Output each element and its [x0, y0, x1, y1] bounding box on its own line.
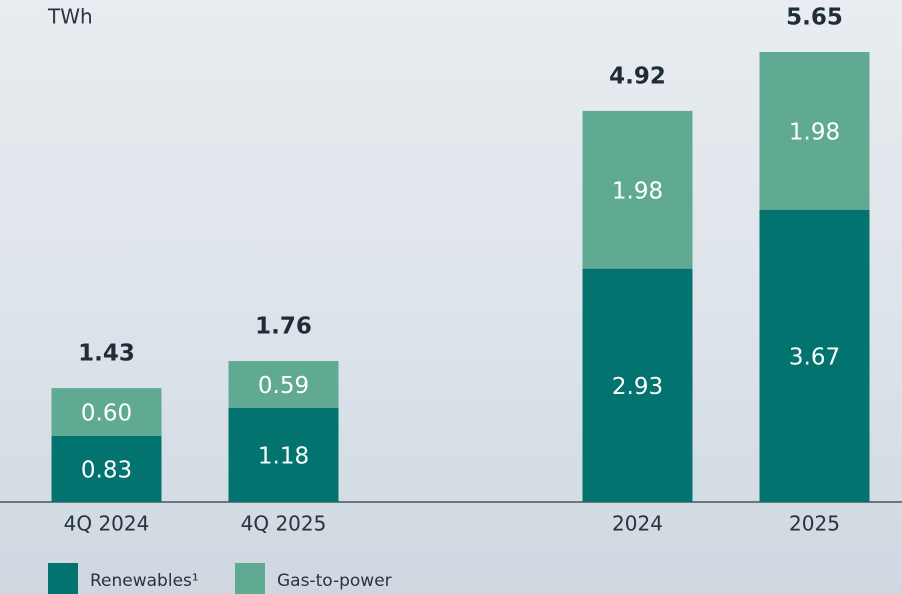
value-label: 0.59 — [258, 373, 309, 399]
bar-segment — [759, 209, 870, 503]
value-label: 1.98 — [612, 178, 663, 204]
value-label: 1.18 — [258, 444, 309, 470]
bar-segment — [51, 435, 162, 502]
bar-segment — [582, 110, 693, 269]
total-label: 1.43 — [78, 341, 135, 367]
bar-segment — [582, 268, 693, 502]
x-tick-label: 4Q 2024 — [64, 512, 150, 536]
total-label: 4.92 — [609, 63, 666, 89]
bar-segment — [51, 388, 162, 436]
total-label: 1.76 — [255, 314, 312, 340]
value-label: 2.93 — [612, 374, 663, 400]
bar-segment — [228, 408, 339, 502]
x-tick-label: 2025 — [789, 512, 840, 536]
unit-label: TWh — [47, 5, 93, 29]
x-tick-label: 4Q 2025 — [241, 512, 327, 536]
total-label: 5.65 — [786, 5, 843, 31]
value-label: 0.60 — [81, 401, 132, 427]
legend-label: Renewables¹ — [90, 571, 199, 591]
bar-segment — [759, 52, 870, 210]
legend-label: Gas-to-power — [277, 571, 392, 591]
legend-swatch — [48, 563, 78, 594]
x-tick-label: 2024 — [612, 512, 663, 536]
bar-segment — [228, 361, 339, 409]
value-label: 3.67 — [789, 344, 840, 370]
value-label: 0.83 — [81, 457, 132, 483]
legend-swatch — [235, 563, 265, 594]
value-label: 1.98 — [789, 119, 840, 145]
